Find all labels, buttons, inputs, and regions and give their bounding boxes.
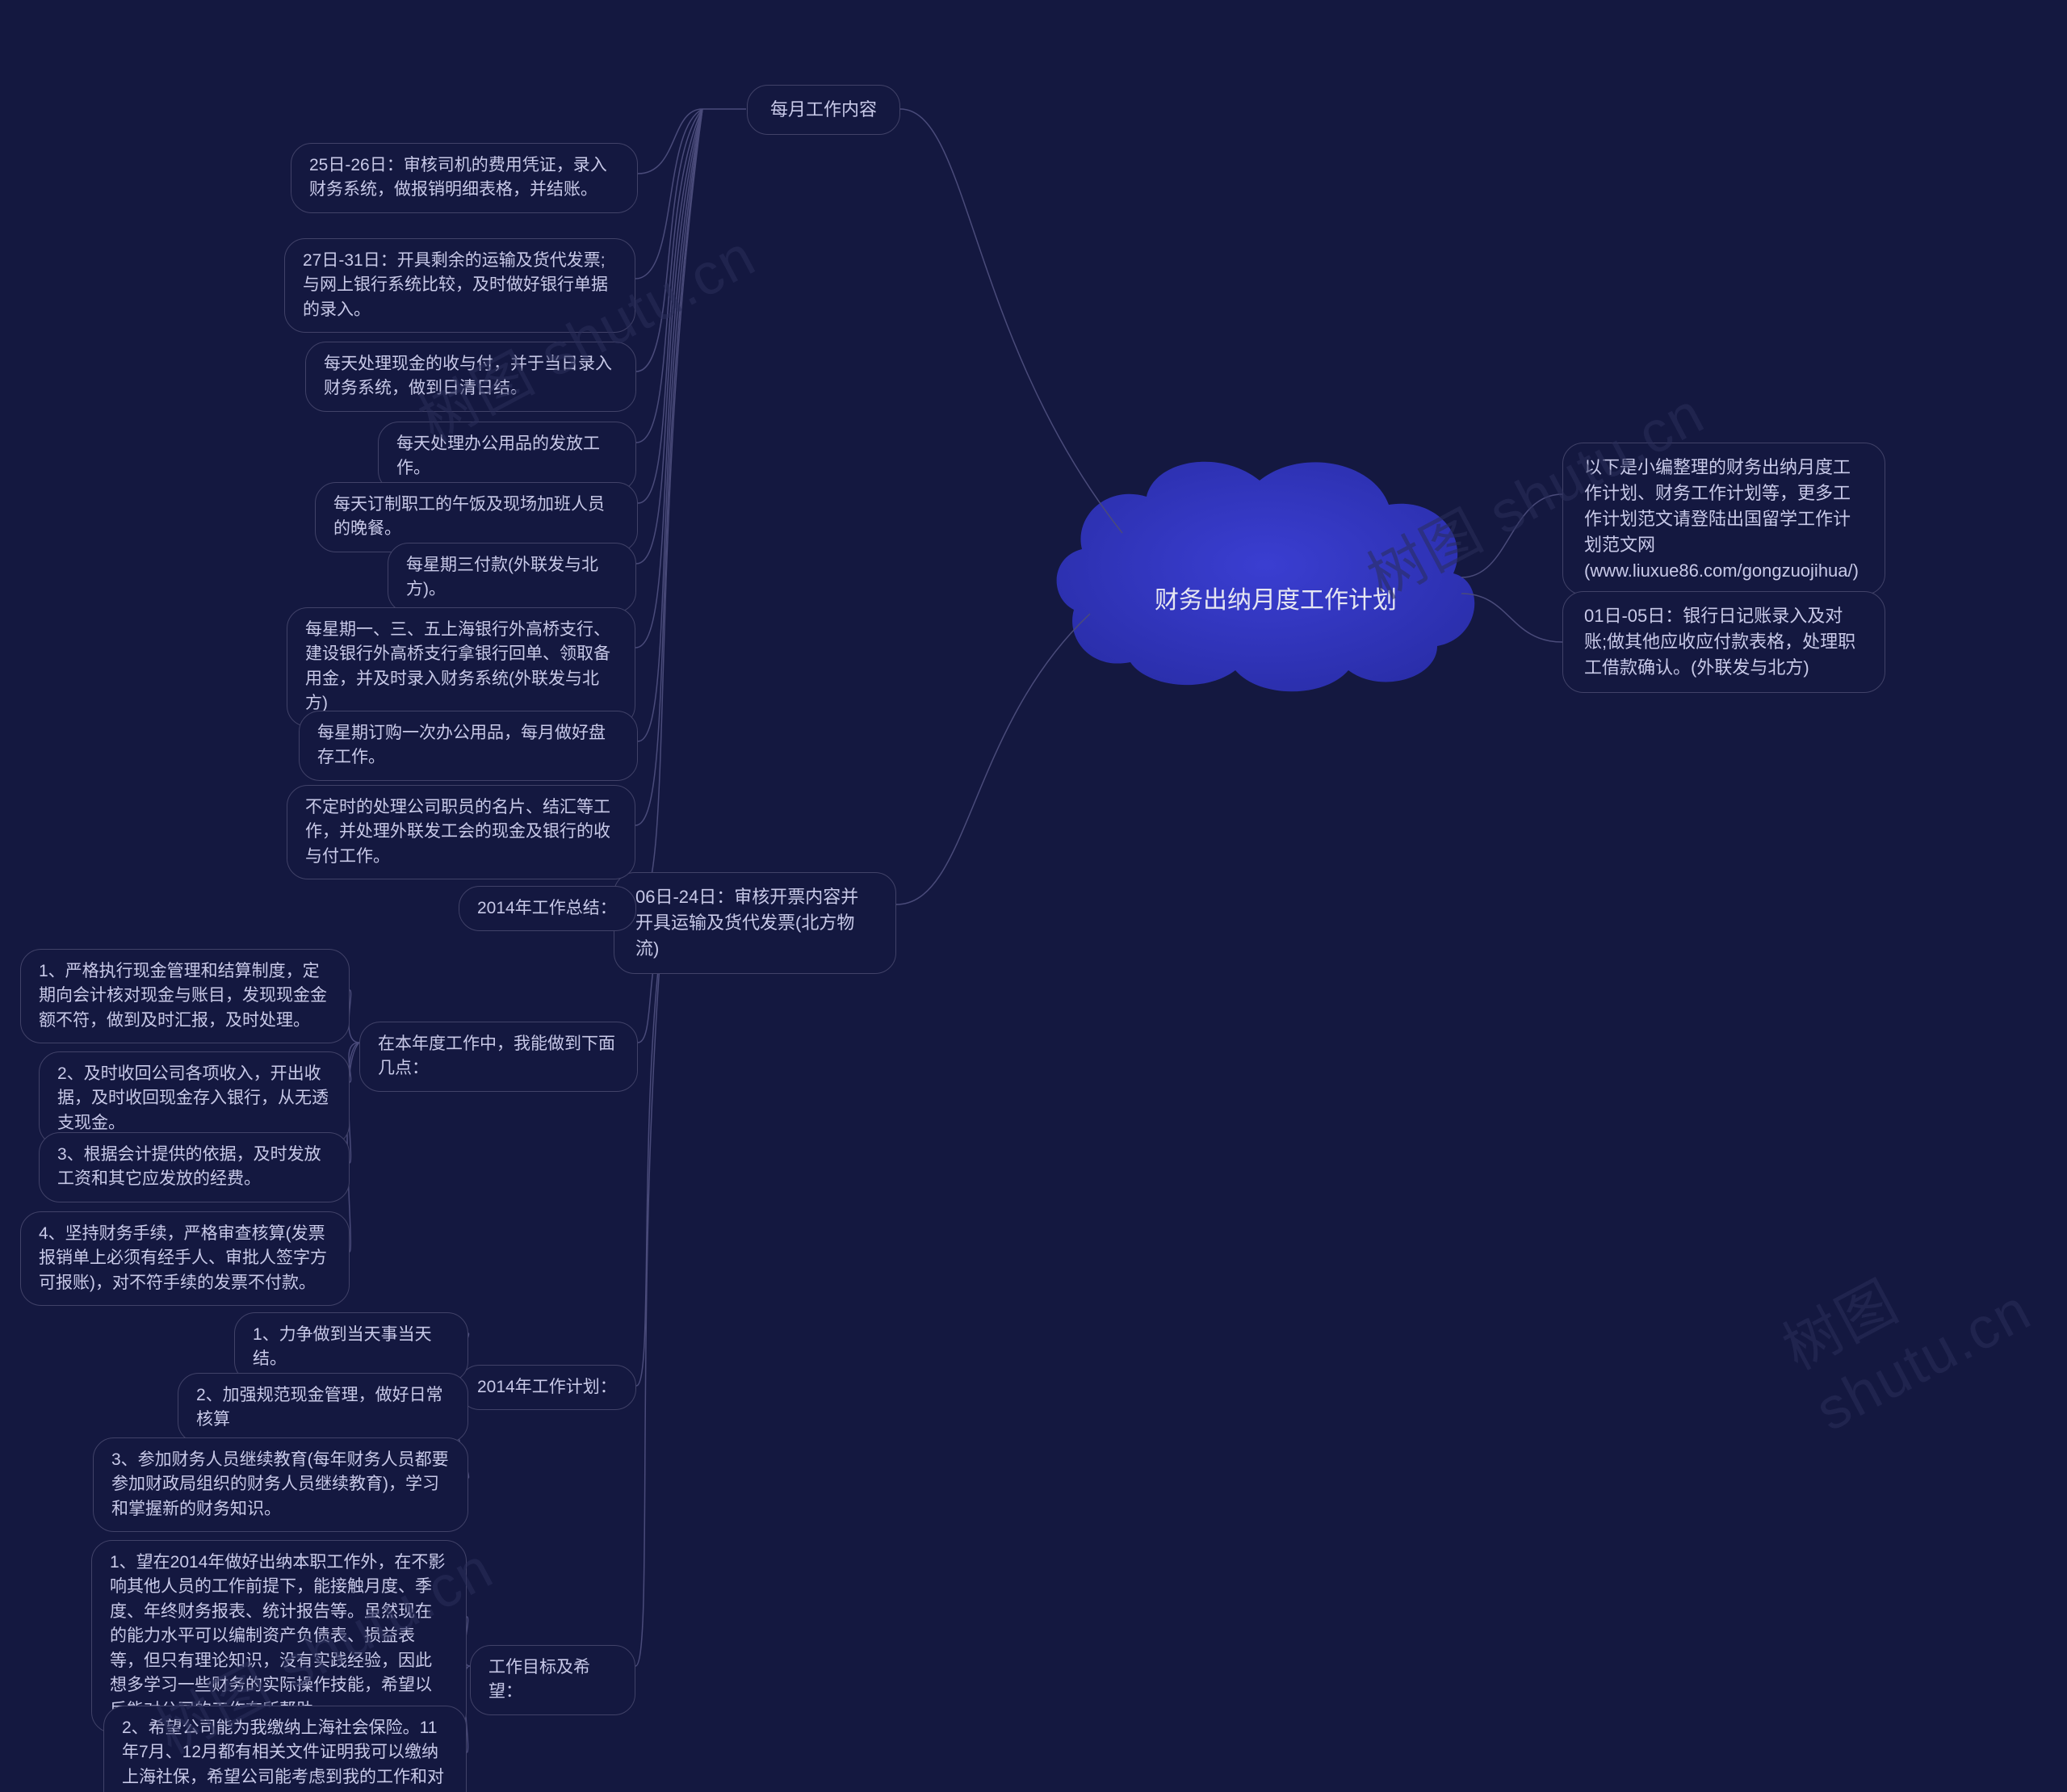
node-b6[interactable]: 每星期三付款(外联发与北方)。 bbox=[388, 543, 636, 613]
node-e-title-text: 工作目标及希望： bbox=[488, 1658, 590, 1701]
node-c3[interactable]: 3、根据会计提供的依据，及时发放工资和其它应发放的经费。 bbox=[39, 1132, 350, 1202]
node-d-title-text: 2014年工作计划： bbox=[477, 1378, 617, 1396]
node-b3-text: 每天处理现金的收与付，并于当日录入财务系统，做到日清日结。 bbox=[324, 355, 612, 397]
node-d-title-plan2014[interactable]: 2014年工作计划： bbox=[459, 1365, 636, 1410]
node-monthly-content[interactable]: 每月工作内容 bbox=[747, 85, 900, 135]
node-c3-text: 3、根据会计提供的依据，及时发放工资和其它应发放的经费。 bbox=[57, 1145, 321, 1188]
node-c-title[interactable]: 在本年度工作中，我能做到下面几点： bbox=[359, 1022, 638, 1092]
node-c2-text: 2、及时收回公司各项收入，开出收据，及时收回现金存入银行，从无透支现金。 bbox=[57, 1064, 329, 1132]
node-b4[interactable]: 每天处理办公用品的发放工作。 bbox=[378, 422, 636, 492]
node-day01-05[interactable]: 01日-05日：银行日记账录入及对账;做其他应收应付款表格，处理职工借款确认。(… bbox=[1562, 591, 1885, 693]
node-b2[interactable]: 27日-31日：开具剩余的运输及货代发票;与网上银行系统比较，及时做好银行单据的… bbox=[284, 238, 635, 333]
node-b6-text: 每星期三付款(外联发与北方)。 bbox=[406, 556, 598, 598]
node-d2-text: 2、加强规范现金管理，做好日常核算 bbox=[196, 1386, 443, 1429]
node-b9[interactable]: 不定时的处理公司职员的名片、结汇等工作，并处理外联发工会的现金及银行的收与付工作… bbox=[287, 785, 635, 879]
node-b9-text: 不定时的处理公司职员的名片、结汇等工作，并处理外联发工会的现金及银行的收与付工作… bbox=[305, 798, 610, 866]
node-c-title-text: 在本年度工作中，我能做到下面几点： bbox=[378, 1034, 615, 1077]
node-b3[interactable]: 每天处理现金的收与付，并于当日录入财务系统，做到日清日结。 bbox=[305, 342, 636, 412]
node-b10-summary2014[interactable]: 2014年工作总结： bbox=[459, 886, 636, 931]
node-d3-text: 3、参加财务人员继续教育(每年财务人员都要参加财政局组织的财务人员继续教育)，学… bbox=[111, 1450, 449, 1518]
node-day06-24-text: 06日-24日：审核开票内容并开具运输及货代发票(北方物流) bbox=[635, 887, 858, 959]
node-b8[interactable]: 每星期订购一次办公用品，每月做好盘存工作。 bbox=[299, 711, 638, 781]
node-c4-text: 4、坚持财务手续，严格审查核算(发票报销单上必须有经手人、审批人签字方可报账)，… bbox=[39, 1224, 327, 1292]
node-e2[interactable]: 2、希望公司能为我缴纳上海社会保险。11年7月、12月都有相关文件证明我可以缴纳… bbox=[103, 1706, 467, 1792]
node-c4[interactable]: 4、坚持财务手续，严格审查核算(发票报销单上必须有经手人、审批人签字方可报账)，… bbox=[20, 1211, 350, 1306]
node-b1[interactable]: 25日-26日：审核司机的费用凭证，录入财务系统，做报销明细表格，并结账。 bbox=[291, 143, 638, 213]
node-day06-24[interactable]: 06日-24日：审核开票内容并开具运输及货代发票(北方物流) bbox=[614, 872, 896, 974]
node-d3[interactable]: 3、参加财务人员继续教育(每年财务人员都要参加财政局组织的财务人员继续教育)，学… bbox=[93, 1437, 468, 1532]
node-b4-text: 每天处理办公用品的发放工作。 bbox=[396, 434, 600, 477]
node-c1-text: 1、严格执行现金管理和结算制度，定期向会计核对现金与账目，发现现金金额不符，做到… bbox=[39, 962, 327, 1030]
node-d2[interactable]: 2、加强规范现金管理，做好日常核算 bbox=[178, 1373, 468, 1443]
watermark: 树图 shutu.cn bbox=[1766, 1178, 2067, 1444]
node-b10-text: 2014年工作总结： bbox=[477, 899, 617, 917]
node-d1[interactable]: 1、力争做到当天事当天结。 bbox=[234, 1312, 468, 1383]
node-e-title-goals[interactable]: 工作目标及希望： bbox=[470, 1645, 635, 1715]
node-intro[interactable]: 以下是小编整理的财务出纳月度工作计划、财务工作计划等，更多工作计划范文请登陆出国… bbox=[1562, 443, 1885, 595]
node-e1[interactable]: 1、望在2014年做好出纳本职工作外，在不影响其他人员的工作前提下，能接触月度、… bbox=[91, 1540, 467, 1733]
node-monthly-content-text: 每月工作内容 bbox=[770, 99, 877, 120]
node-e1-text: 1、望在2014年做好出纳本职工作外，在不影响其他人员的工作前提下，能接触月度、… bbox=[110, 1553, 445, 1719]
node-b7[interactable]: 每星期一、三、五上海银行外高桥支行、建设银行外高桥支行拿银行回单、领取备用金，并… bbox=[287, 607, 635, 727]
root-node[interactable]: 财务出纳月度工作计划 bbox=[1090, 476, 1461, 719]
node-e2-text: 2、希望公司能为我缴纳上海社会保险。11年7月、12月都有相关文件证明我可以缴纳… bbox=[122, 1719, 444, 1792]
node-b1-text: 25日-26日：审核司机的费用凭证，录入财务系统，做报销明细表格，并结账。 bbox=[309, 156, 607, 199]
node-b5-text: 每天订制职工的午饭及现场加班人员的晚餐。 bbox=[333, 495, 605, 538]
node-b8-text: 每星期订购一次办公用品，每月做好盘存工作。 bbox=[317, 724, 606, 766]
root-label: 财务出纳月度工作计划 bbox=[1090, 580, 1461, 615]
node-c1[interactable]: 1、严格执行现金管理和结算制度，定期向会计核对现金与账目，发现现金金额不符，做到… bbox=[20, 949, 350, 1043]
node-d1-text: 1、力争做到当天事当天结。 bbox=[253, 1325, 432, 1368]
node-day01-05-text: 01日-05日：银行日记账录入及对账;做其他应收应付款表格，处理职工借款确认。(… bbox=[1584, 606, 1855, 678]
node-intro-text: 以下是小编整理的财务出纳月度工作计划、财务工作计划等，更多工作计划范文请登陆出国… bbox=[1584, 457, 1859, 581]
node-b2-text: 27日-31日：开具剩余的运输及货代发票;与网上银行系统比较，及时做好银行单据的… bbox=[303, 251, 608, 319]
node-b5[interactable]: 每天订制职工的午饭及现场加班人员的晚餐。 bbox=[315, 482, 638, 552]
node-b7-text: 每星期一、三、五上海银行外高桥支行、建设银行外高桥支行拿银行回单、领取备用金，并… bbox=[305, 620, 610, 712]
mindmap-canvas: { "colors": { "background": "#141840", "… bbox=[0, 0, 2067, 1792]
